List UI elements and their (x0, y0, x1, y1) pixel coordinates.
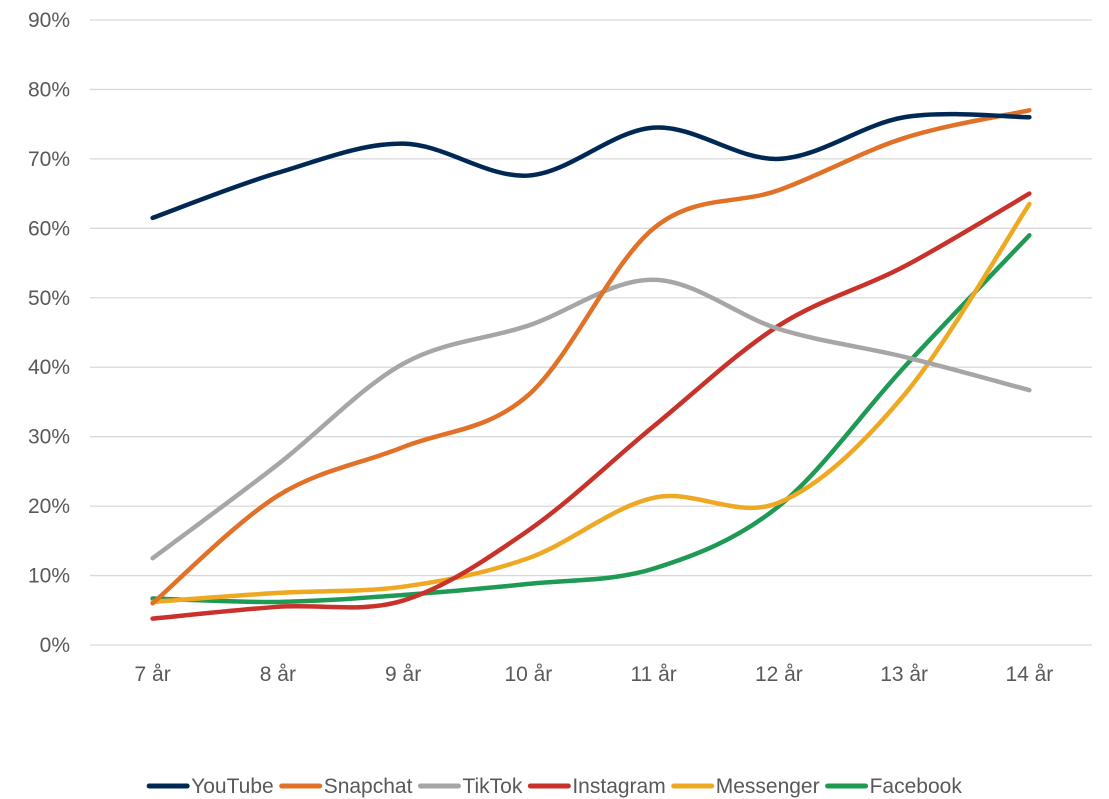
x-tick-label: 12 år (755, 663, 803, 686)
y-tick-label: 40% (28, 356, 70, 379)
y-tick-label: 30% (28, 426, 70, 449)
legend-item-snapchat: Snapchat (279, 775, 413, 798)
x-tick-label: 10 år (504, 663, 552, 686)
series-line-messenger (150, 201, 1032, 605)
legend-item-facebook: Facebook (825, 775, 963, 798)
x-tick-label: 14 år (1005, 663, 1053, 686)
legend-label: TikTok (462, 775, 522, 798)
legend-label: Messenger (716, 775, 820, 798)
y-tick-label: 50% (28, 287, 70, 310)
legend-item-tiktok: TikTok (417, 775, 523, 798)
x-tick-label: 13 år (880, 663, 928, 686)
series-line-snapchat (150, 108, 1032, 606)
y-axis-tick-labels: 0% 10% 20% 30% 40% 50% 60% 70% 80% 90% (28, 9, 70, 657)
series-lines (150, 108, 1032, 621)
y-tick-label: 0% (40, 634, 70, 657)
x-tick-label: 11 år (630, 663, 676, 686)
y-tick-label: 90% (28, 9, 70, 32)
legend-label: YouTube (191, 775, 274, 798)
legend-label: Snapchat (324, 775, 413, 798)
y-tick-label: 10% (28, 565, 70, 588)
y-tick-label: 70% (28, 148, 70, 171)
series-line-facebook (150, 233, 1032, 605)
y-tick-label: 60% (28, 217, 70, 240)
series-line-instagram (150, 191, 1032, 621)
x-tick-label: 9 år (385, 663, 421, 686)
legend-item-instagram: Instagram (527, 775, 666, 798)
legend-item-messenger: Messenger (671, 775, 820, 798)
legend-label: Facebook (870, 775, 963, 798)
legend-label: Instagram (572, 775, 665, 798)
series-line-tiktok (150, 277, 1032, 561)
legend: YouTube Snapchat TikTok Instagram Messenger F… (146, 775, 963, 798)
y-tick-label: 20% (28, 495, 70, 518)
series-line-youtube (150, 111, 1032, 221)
y-tick-label: 80% (28, 78, 70, 101)
x-tick-label: 7 år (135, 663, 171, 686)
legend-item-youtube: YouTube (146, 775, 274, 798)
x-axis-tick-labels: 7 år 8 år 9 år 10 år 11 år 12 år 13 år 14 år (135, 663, 1054, 686)
x-tick-label: 8 år (260, 663, 296, 686)
